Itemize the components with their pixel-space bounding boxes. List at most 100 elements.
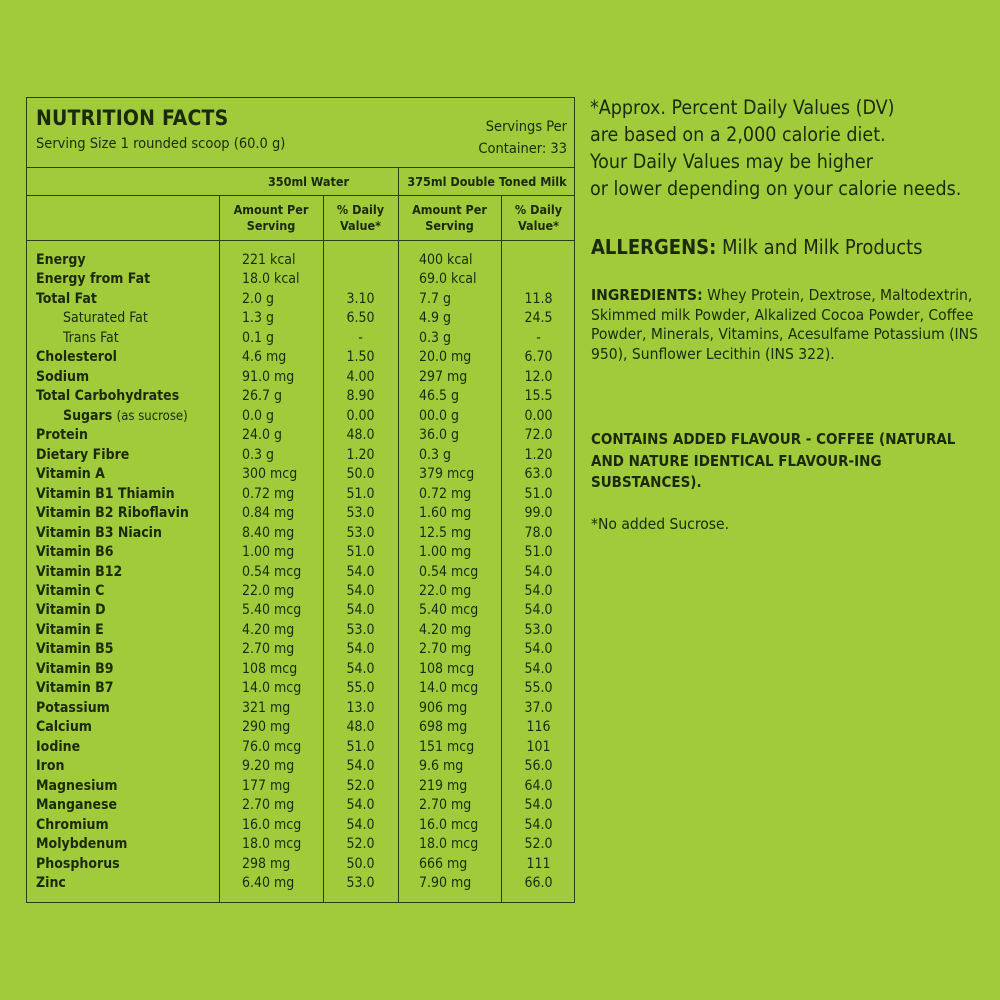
water-amount: 18.0 mcg [242,836,302,853]
table-row: Zinc 6.40 mg 53.0 7.90 mg 66.0 [27,874,574,894]
water-dv: 53.0 [346,875,375,892]
nutrient-name: Total Carbohydrates [36,388,180,405]
milk-dv: 111 [526,855,551,872]
water-dv: 51.0 [346,738,375,755]
milk-amount: 0.72 mg [419,485,472,502]
milk-dv: 54.0 [524,602,553,619]
table-row: Vitamin B6 1.00 mg 51.0 1.00 mg 51.0 [27,543,574,563]
table-row: Energy 221 kcal 400 kcal [27,251,574,271]
table-row: Energy from Fat 18.0 kcal 69.0 kcal [27,270,574,290]
divider [27,240,574,241]
servings-per-container: Servings Per Container: 33 [478,119,567,157]
table-row: Trans Fat 0.1 g - 0.3 g - [27,329,574,349]
water-amount: 14.0 mcg [242,680,302,697]
nutrient-name: Vitamin B5 [36,641,114,658]
nutrient-name: Magnesium [36,777,118,794]
water-amount: 4.20 mg [242,621,295,638]
nutrient-name: Vitamin D [36,602,106,619]
milk-amount: 297 mg [419,368,468,385]
table-row: Iron 9.20 mg 54.0 9.6 mg 56.0 [27,757,574,777]
serving-size: Serving Size 1 rounded scoop (60.0 g) [36,136,286,152]
nutrient-name: Saturated Fat [63,310,148,327]
table-row: Cholesterol 4.6 mg 1.50 20.0 mg 6.70 [27,348,574,368]
water-amount: 0.1 g [242,329,275,346]
milk-amount: 906 mg [419,699,468,716]
nutrient-name: Vitamin B1 Thiamin [36,485,175,502]
water-dv: 8.90 [346,388,375,405]
water-amount: 298 mg [242,855,291,872]
milk-amount: 16.0 mcg [419,816,479,833]
water-dv: - [358,329,363,346]
header-milk-dv: % Daily Value* [514,202,563,233]
water-amount: 0.72 mg [242,485,295,502]
milk-amount: 0.3 g [419,446,452,463]
divider [398,167,399,240]
nutrient-name: Vitamin A [36,466,105,483]
milk-amount: 14.0 mcg [419,680,479,697]
milk-amount: 20.0 mg [419,349,472,366]
water-amount: 1.3 g [242,310,275,327]
milk-dv: 116 [526,719,551,736]
water-amount: 177 mg [242,777,291,794]
table-row: Potassium 321 mg 13.0 906 mg 37.0 [27,699,574,719]
milk-amount: 151 mcg [419,738,475,755]
water-dv: 6.50 [346,310,375,327]
water-dv: 4.00 [346,368,375,385]
nutrient-name: Trans Fat [63,329,119,346]
table-row: Vitamin B2 Riboflavin 0.84 mg 53.0 1.60 mg 9… [27,504,574,524]
table-row: Dietary Fibre 0.3 g 1.20 0.3 g 1.20 [27,446,574,466]
nutrient-name: Vitamin B9 [36,660,114,677]
water-dv: 54.0 [346,602,375,619]
milk-amount: 108 mcg [419,660,475,677]
water-amount: 2.0 g [242,290,275,307]
water-amount: 0.54 mcg [242,563,302,580]
milk-dv: 54.0 [524,641,553,658]
daily-value-note-line: *Approx. Percent Daily Values (DV) [590,96,895,119]
nutrient-name: Manganese [36,797,118,814]
milk-amount: 9.6 mg [419,758,464,775]
nutrient-name: Phosphorus [36,855,120,872]
added-flavour-note: CONTAINS ADDED FLAVOUR - COFFEE (NATURAL… [591,430,956,491]
water-dv: 3.10 [346,290,375,307]
water-dv: 48.0 [346,427,375,444]
divider [27,195,574,196]
ingredients: INGREDIENTS: Whey Protein, Dextrose, Mal… [591,286,978,363]
nutrient-name: Calcium [36,719,92,736]
nutrient-name: Chromium [36,816,109,833]
milk-amount: 1.60 mg [419,505,472,522]
nutrient-name: Cholesterol [36,349,117,366]
table-row: Vitamin B12 0.54 mcg 54.0 0.54 mcg 54.0 [27,563,574,583]
water-dv: 54.0 [346,758,375,775]
milk-amount: 0.54 mcg [419,563,479,580]
water-amount: 26.7 g [242,388,283,405]
nutrient-name: Vitamin B7 [36,680,114,697]
water-amount: 2.70 mg [242,797,295,814]
water-amount: 0.3 g [242,446,275,463]
table-row: Sugars (as sucrose) 0.0 g 0.00 00.0 g 0.00 [27,407,574,427]
milk-dv: 12.0 [524,368,553,385]
milk-dv: 54.0 [524,563,553,580]
milk-dv: 54.0 [524,797,553,814]
daily-value-note-line: Your Daily Values may be higher [590,150,874,173]
water-amount: 221 kcal [242,252,296,268]
milk-amount: 5.40 mcg [419,602,479,619]
nutrient-name: Iodine [36,738,81,755]
milk-dv: 53.0 [524,621,553,638]
daily-value-note-line: are based on a 2,000 calorie diet. [590,123,886,146]
table-row: Magnesium 177 mg 52.0 219 mg 64.0 [27,777,574,797]
milk-dv: 11.8 [524,290,553,307]
divider [323,195,324,902]
water-amount: 4.6 mg [242,349,287,366]
nutrient-name: Vitamin B6 [36,544,114,561]
nutrient-name: Vitamin B3 Niacin [36,524,162,541]
water-dv: 54.0 [346,816,375,833]
nutrient-name: Zinc [36,875,66,892]
milk-amount: 666 mg [419,855,468,872]
table-row: Molybdenum 18.0 mcg 52.0 18.0 mcg 52.0 [27,835,574,855]
table-row: Phosphorus 298 mg 50.0 666 mg 111 [27,855,574,875]
nutrient-name: Iron [36,758,65,775]
water-amount: 6.40 mg [242,875,295,892]
milk-amount: 36.0 g [419,427,460,444]
allergens: ALLERGENS: Milk and Milk Products [591,235,923,259]
water-dv: 53.0 [346,505,375,522]
